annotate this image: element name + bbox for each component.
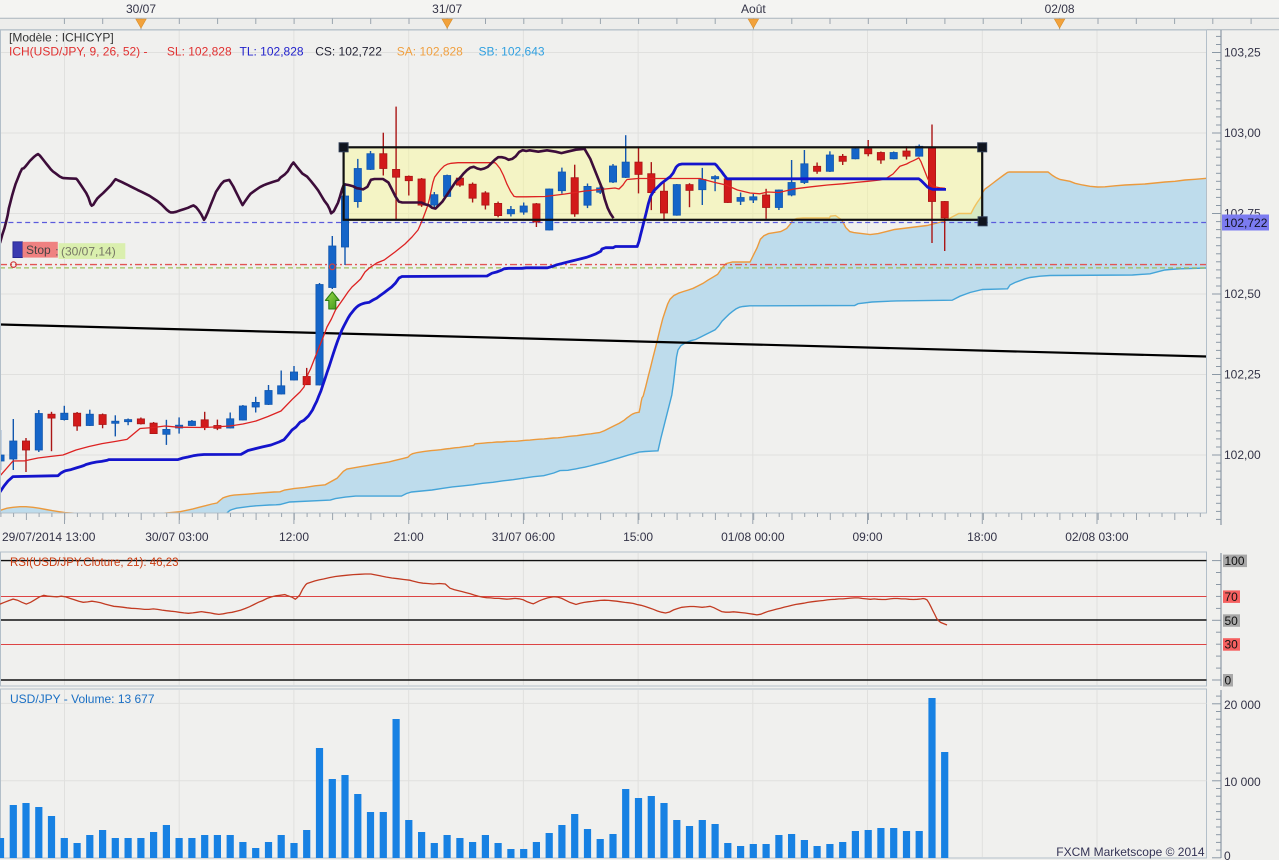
svg-text:29/07/2014 13:00: 29/07/2014 13:00 xyxy=(2,530,96,544)
svg-text:RSI(USD/JPY.Cloture, 21): 46,2: RSI(USD/JPY.Cloture, 21): 46,23 xyxy=(10,557,179,569)
svg-text:12:00: 12:00 xyxy=(279,530,309,544)
svg-text:02/08 03:00: 02/08 03:00 xyxy=(1065,530,1129,544)
svg-text:100: 100 xyxy=(1225,554,1245,568)
svg-text::: : xyxy=(55,244,58,258)
svg-text:103,25: 103,25 xyxy=(1224,46,1261,60)
svg-text:18:00: 18:00 xyxy=(967,530,997,544)
svg-text:102,25: 102,25 xyxy=(1224,368,1261,382)
svg-text:30/07: 30/07 xyxy=(126,2,156,16)
svg-text:102,722: 102,722 xyxy=(1224,216,1268,230)
svg-text:30/07 03:00: 30/07 03:00 xyxy=(145,530,209,544)
svg-text:103,00: 103,00 xyxy=(1224,126,1261,140)
svg-text:31/07: 31/07 xyxy=(432,2,462,16)
svg-text:FXCM Marketscope © 2014: FXCM Marketscope © 2014 xyxy=(1056,845,1205,859)
svg-text:[Modèle : ICHICYP]: [Modèle : ICHICYP] xyxy=(9,31,114,45)
svg-text:0: 0 xyxy=(1224,849,1231,860)
svg-text:01/08 00:00: 01/08 00:00 xyxy=(721,530,785,544)
svg-text:30: 30 xyxy=(1225,638,1239,652)
svg-text:ICH(USD/JPY, 9, 26, 52) -: ICH(USD/JPY, 9, 26, 52) - xyxy=(9,45,148,59)
svg-text:102,50: 102,50 xyxy=(1224,287,1261,301)
svg-text:15:00: 15:00 xyxy=(623,530,653,544)
svg-text:02/08: 02/08 xyxy=(1045,2,1075,16)
svg-text:USD/JPY - Volume: 13 677: USD/JPY - Volume: 13 677 xyxy=(10,692,155,706)
svg-text:SA: 102,828: SA: 102,828 xyxy=(397,45,463,59)
svg-text:0: 0 xyxy=(1225,674,1232,688)
svg-text:SL: 102,828: SL: 102,828 xyxy=(167,45,232,59)
svg-text:(30/07,14): (30/07,14) xyxy=(61,244,116,258)
svg-text:20 000: 20 000 xyxy=(1224,698,1261,712)
svg-text:Août: Août xyxy=(741,2,766,16)
svg-text:CS: 102,722: CS: 102,722 xyxy=(315,45,382,59)
svg-text:31/07 06:00: 31/07 06:00 xyxy=(492,530,556,544)
svg-text:TL: 102,828: TL: 102,828 xyxy=(240,45,304,59)
svg-text:09:00: 09:00 xyxy=(852,530,882,544)
svg-text:SB: 102,643: SB: 102,643 xyxy=(479,45,545,59)
svg-text:Stop: Stop xyxy=(26,243,51,257)
svg-text:50: 50 xyxy=(1225,614,1239,628)
svg-text:102,00: 102,00 xyxy=(1224,448,1261,462)
svg-text:21:00: 21:00 xyxy=(394,530,424,544)
svg-text:10 000: 10 000 xyxy=(1224,775,1261,789)
svg-text:70: 70 xyxy=(1225,590,1239,604)
